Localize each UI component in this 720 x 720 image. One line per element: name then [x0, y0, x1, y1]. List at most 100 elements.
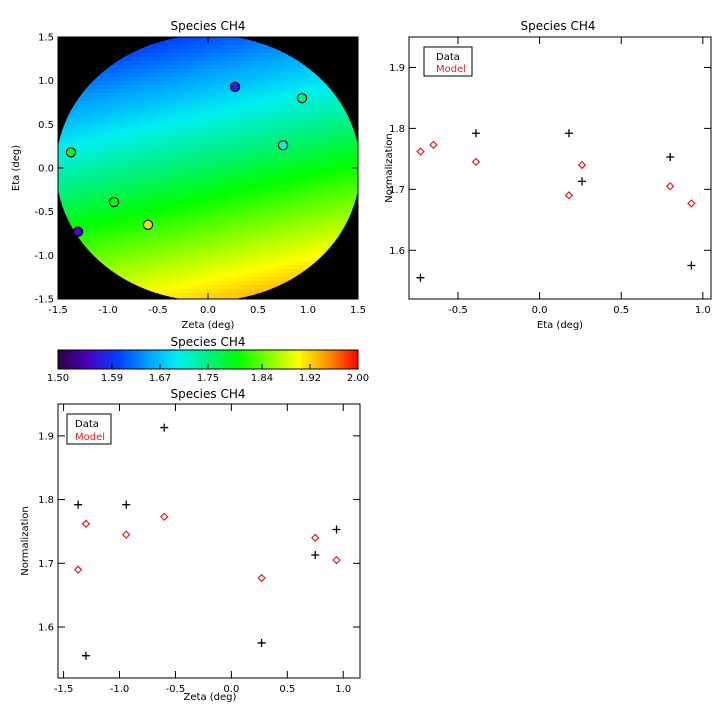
- map-cell: [310, 69, 315, 74]
- map-cell: [246, 189, 251, 194]
- map-cell: [82, 149, 87, 154]
- map-cell: [262, 245, 267, 250]
- map-cell: [266, 45, 271, 50]
- x-tick-label: 0.0: [200, 305, 216, 316]
- map-cell: [294, 145, 299, 150]
- map-cell: [234, 161, 239, 166]
- map-cell: [90, 153, 95, 158]
- map-cell: [150, 209, 155, 214]
- map-cell: [178, 129, 183, 134]
- map-cell: [222, 53, 227, 58]
- map-cell: [242, 225, 247, 230]
- map-cell: [186, 109, 191, 114]
- map-cell: [150, 193, 155, 198]
- map-cell: [178, 157, 183, 162]
- map-cell: [282, 277, 287, 282]
- map-cell: [222, 169, 227, 174]
- map-cell: [206, 89, 211, 94]
- map-cell: [198, 137, 203, 142]
- map-cell: [330, 209, 335, 214]
- map-cell: [90, 237, 95, 242]
- map-cell: [170, 137, 175, 142]
- map-cell: [162, 97, 167, 102]
- map-cell: [182, 221, 187, 226]
- map-cell: [126, 73, 131, 78]
- map-cell: [306, 253, 311, 258]
- map-cell: [118, 69, 123, 74]
- map-cell: [326, 221, 331, 226]
- map-cell: [222, 217, 227, 222]
- map-cell: [194, 37, 199, 42]
- map-cell: [270, 169, 275, 174]
- map-cell: [122, 245, 127, 250]
- map-cell: [150, 157, 155, 162]
- map-cell: [350, 169, 355, 174]
- map-cell: [258, 113, 263, 118]
- map-cell: [306, 241, 311, 246]
- map-cell: [198, 245, 203, 250]
- map-cell: [266, 89, 271, 94]
- map-cell: [310, 157, 315, 162]
- map-cell: [126, 233, 131, 238]
- map-cell: [202, 193, 207, 198]
- map-cell: [182, 193, 187, 198]
- map-cell: [242, 229, 247, 234]
- map-cell: [262, 105, 267, 110]
- map-cell: [102, 149, 107, 154]
- map-cell: [302, 209, 307, 214]
- map-cell: [166, 129, 171, 134]
- map-cell: [98, 213, 103, 218]
- map-cell: [178, 289, 183, 294]
- map-cell: [202, 81, 207, 86]
- map-cell: [278, 113, 283, 118]
- map-cell: [354, 149, 358, 154]
- map-cell: [138, 113, 143, 118]
- map-cell: [274, 245, 279, 250]
- map-cell: [126, 157, 131, 162]
- map-cell: [218, 161, 223, 166]
- map-cell: [270, 205, 275, 210]
- map-cell: [162, 73, 167, 78]
- map-cell: [330, 133, 335, 138]
- map-cell: [198, 197, 203, 202]
- map-cell: [350, 129, 355, 134]
- map-cell: [314, 133, 319, 138]
- map-cell: [126, 221, 131, 226]
- map-cell: [198, 213, 203, 218]
- map-cell: [174, 117, 179, 122]
- map-cell: [198, 153, 203, 158]
- map-cell: [266, 61, 271, 66]
- map-cell: [126, 269, 131, 274]
- map-cell: [130, 81, 135, 86]
- map-cell: [98, 89, 103, 94]
- map-cell: [314, 237, 319, 242]
- map-cell: [86, 189, 91, 194]
- map-cell: [154, 89, 159, 94]
- map-cell: [318, 221, 323, 226]
- map-cell: [318, 81, 323, 86]
- map-cell: [86, 181, 91, 186]
- map-cell: [198, 57, 203, 62]
- map-cell: [126, 85, 131, 90]
- map-cell: [186, 181, 191, 186]
- map-cell: [246, 169, 251, 174]
- map-cell: [250, 237, 255, 242]
- map-cell: [262, 181, 267, 186]
- map-cell: [270, 81, 275, 86]
- map-cell: [254, 77, 259, 82]
- map-cell: [178, 73, 183, 78]
- map-cell: [174, 97, 179, 102]
- map-cell: [274, 273, 279, 278]
- map-cell: [266, 257, 271, 262]
- map-cell: [222, 197, 227, 202]
- map-cell: [234, 213, 239, 218]
- map-cell: [102, 81, 107, 86]
- map-cell: [86, 109, 91, 114]
- map-cell: [346, 213, 351, 218]
- map-cell: [318, 217, 323, 222]
- map-cell: [74, 149, 79, 154]
- map-cell: [142, 177, 147, 182]
- map-cell: [194, 73, 199, 78]
- map-cell: [102, 233, 107, 238]
- map-cell: [286, 109, 291, 114]
